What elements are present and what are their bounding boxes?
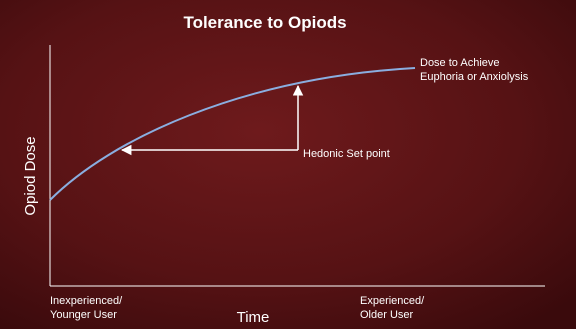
curve-label-line: Euphoria or Anxiolysis [420, 71, 529, 83]
y-axis-label: Opiod Dose [22, 136, 39, 215]
curve-label-line: Dose to Achieve [420, 57, 500, 69]
arrow-label: Hedonic Set point [303, 148, 390, 160]
title: Tolerance to Opiods [183, 13, 346, 32]
tolerance-curve [49, 67, 416, 201]
x-axis-label: Time [237, 309, 270, 326]
x-start-label: Younger User [50, 309, 117, 321]
x-end-label: Experienced/ [360, 295, 425, 307]
x-start-label: Inexperienced/ [50, 295, 123, 307]
x-end-label: Older User [360, 309, 414, 321]
